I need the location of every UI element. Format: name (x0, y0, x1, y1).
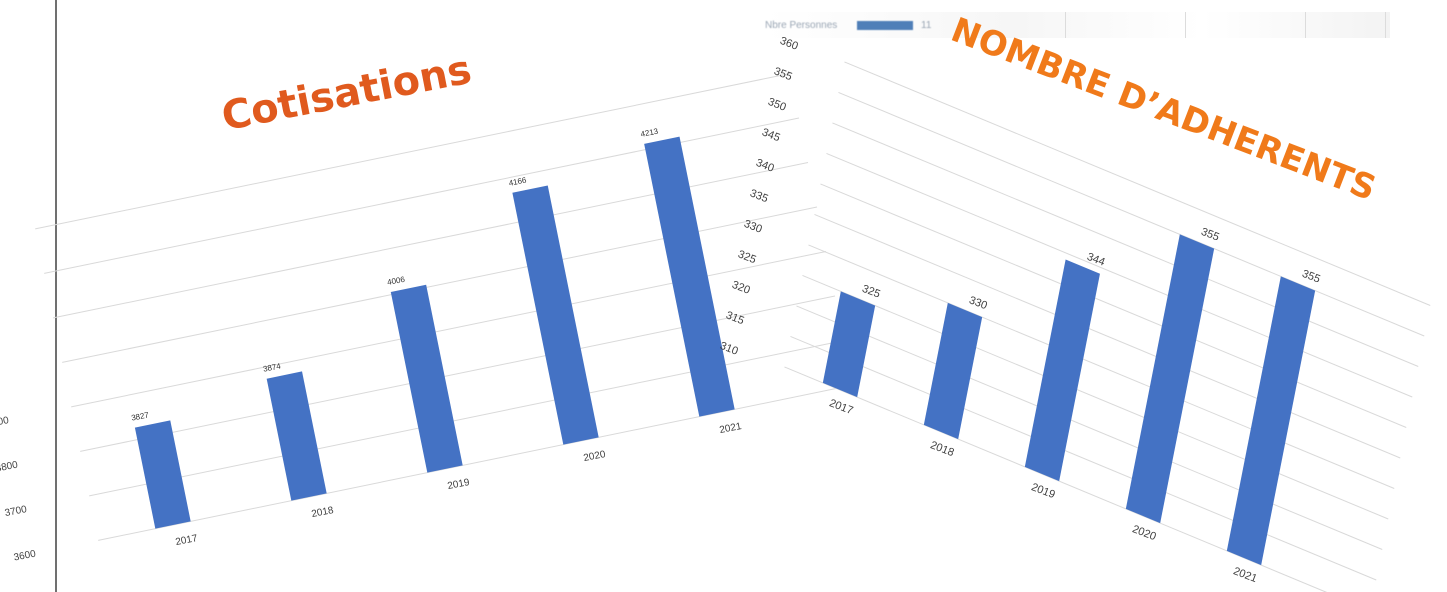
cotisations-data-label: 3827 (130, 410, 150, 422)
cotisations-bar (644, 136, 735, 417)
adherents-data-label: 330 (967, 294, 988, 312)
adherents-y-tick-label: 320 (730, 279, 751, 297)
adherents-y-tick-label: 325 (736, 248, 757, 266)
cotisations-category-label: 2017 (175, 533, 199, 548)
cotisations-y-tick-label: 3700 (4, 504, 28, 519)
adherents-gridline (790, 335, 1377, 581)
adherents-gridline (820, 183, 1407, 428)
adherents-data-label: 344 (1085, 251, 1106, 269)
legend-divider (1305, 12, 1306, 38)
cotisations-data-label: 4166 (508, 175, 528, 187)
adherents-gridline (802, 274, 1389, 520)
cotisations-chart: 3600370038003900400041004200430038272017… (0, 73, 854, 564)
chart-legend: Nbre Personnes 11 (765, 12, 1390, 38)
adherents-gridline (832, 122, 1419, 367)
cotisations-bar (390, 284, 463, 473)
legend-swatch (857, 21, 913, 30)
adherents-gridline (784, 366, 1328, 592)
cotisations-category-label: 2019 (447, 477, 471, 492)
cotisations-category-label: 2021 (719, 421, 743, 436)
adherents-y-tick-label: 360 (778, 35, 799, 53)
cotisations-category-label: 2018 (311, 505, 335, 520)
adherents-data-label: 355 (1199, 226, 1220, 244)
adherents-gridline (796, 305, 1383, 550)
cotisations-data-label: 4213 (640, 127, 660, 139)
adherents-data-label: 325 (860, 283, 881, 301)
adherents-y-tick-label: 310 (718, 340, 739, 358)
cotisations-data-label: 4006 (386, 275, 406, 287)
cotisations-y-tick-label: 3800 (0, 459, 19, 474)
adherents-y-tick-label: 315 (724, 309, 745, 327)
adherents-y-tick-label: 335 (748, 187, 769, 205)
adherents-bar (1024, 259, 1100, 482)
adherents-data-label: 355 (1300, 268, 1321, 286)
adherents-gridline (808, 244, 1395, 489)
cotisations-plot: 3600370038003900400041004200430038272017… (0, 73, 854, 564)
cotisations-bar (134, 420, 191, 529)
adherents-category-label: 2019 (1029, 481, 1056, 501)
legend-divider (1185, 12, 1186, 38)
adherents-category-label: 2018 (928, 439, 955, 459)
cotisations-bar (512, 185, 599, 445)
adherents-gridline (838, 91, 1425, 337)
cotisations-category-label: 2020 (583, 449, 607, 464)
adherents-y-tick-label: 345 (760, 126, 781, 144)
adherents-y-tick-label: 350 (766, 96, 787, 114)
adherents-gridline (814, 213, 1401, 459)
cotisations-y-tick-label: 3900 (0, 415, 10, 430)
adherents-bar (1125, 234, 1215, 524)
adherents-gridline (826, 152, 1413, 398)
adherents-plot: 310 315 320 325 330 335 340 345 350 355 360 325 2017… (718, 35, 1431, 592)
adherents-gridline (844, 61, 1431, 306)
adherents-category-label: 2020 (1130, 523, 1157, 543)
legend-label: Nbre Personnes (765, 20, 838, 31)
legend-divider (1065, 12, 1066, 38)
adherents-y-tick-label: 340 (754, 157, 775, 175)
legend-value: 11 (921, 20, 932, 31)
adherents-category-label: 2021 (1231, 565, 1258, 585)
adherents-y-tick-label: 330 (742, 218, 763, 236)
cotisations-bar (266, 371, 327, 501)
adherents-bar (822, 291, 876, 398)
left-vertical-rule (55, 0, 57, 592)
cotisations-data-label: 3874 (262, 361, 282, 373)
adherents-bar (1226, 276, 1316, 566)
cotisations-y-tick-label: 3600 (13, 548, 37, 563)
adherents-y-tick-label: 355 (772, 65, 793, 83)
adherents-bar (923, 302, 983, 440)
cotisations-gridline (35, 73, 791, 230)
adherents-category-label: 2017 (827, 397, 854, 417)
cotisations-gridline (98, 384, 854, 541)
legend-divider (1385, 12, 1386, 38)
